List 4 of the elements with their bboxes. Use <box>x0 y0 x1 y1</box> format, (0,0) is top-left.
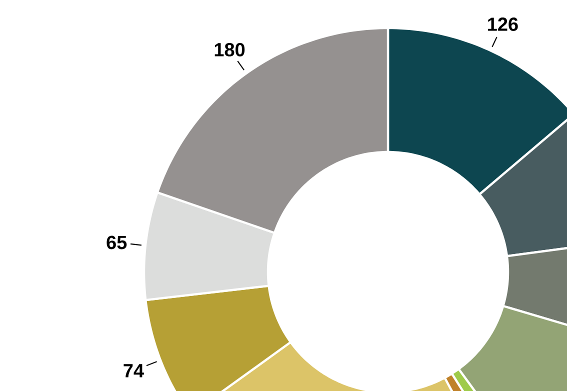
data-label: 126 <box>488 18 518 31</box>
data-label: 180 <box>214 42 245 56</box>
data-label: 65 <box>106 236 127 250</box>
data-label: 74 <box>124 364 144 378</box>
